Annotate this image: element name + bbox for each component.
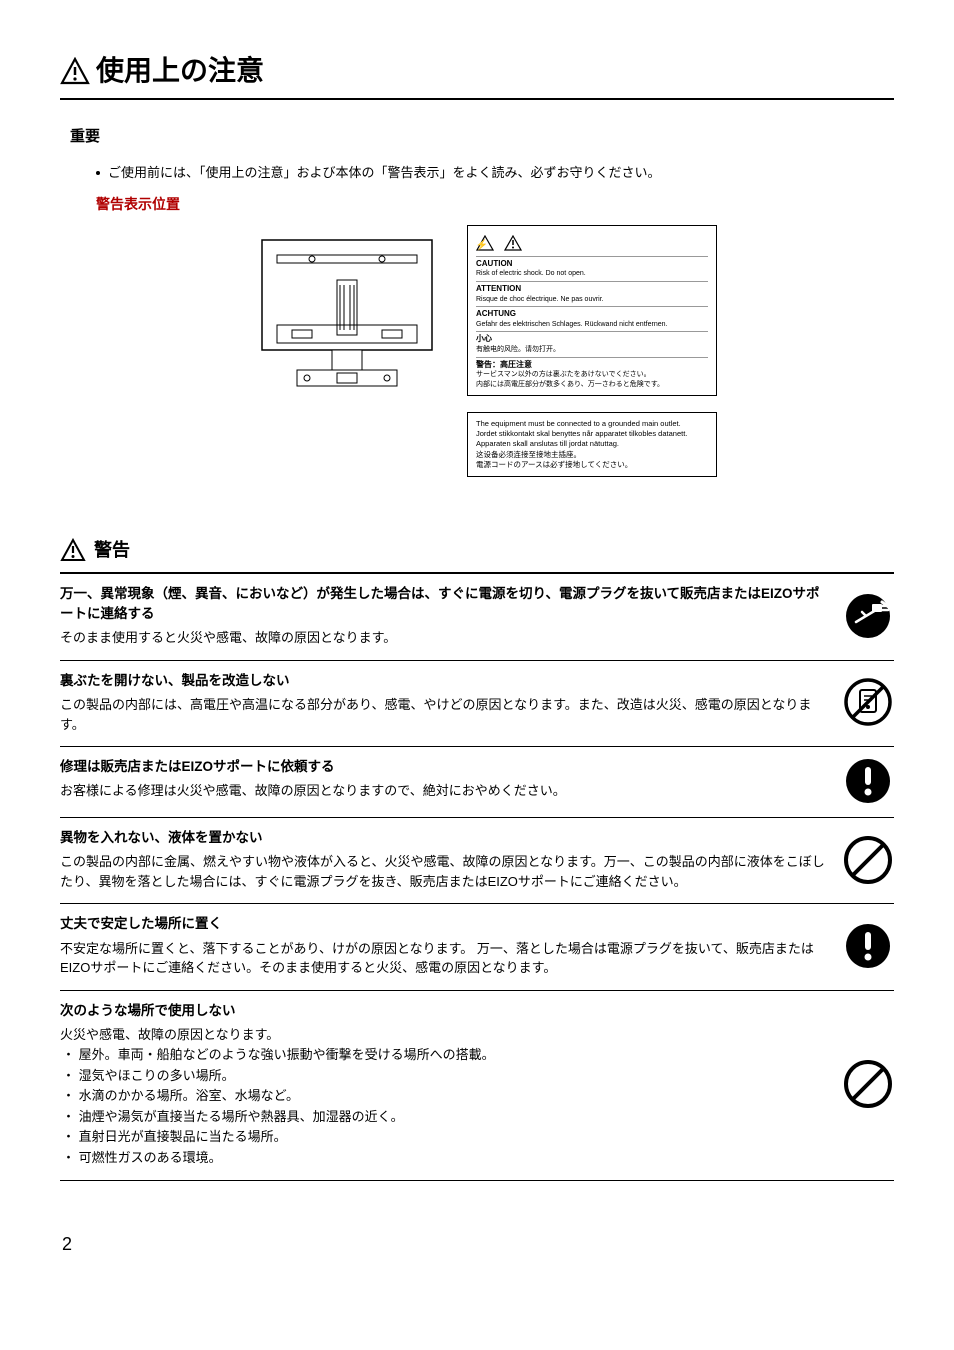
warning-bullet: ・ 湿気やほこりの多い場所。 xyxy=(62,1066,828,1086)
warning-triangle-icon xyxy=(60,57,90,85)
caution-ja-sub2: 内部には高電圧部分が数多くあり、万一さわると危険です。 xyxy=(476,380,708,389)
warning-bullet: ・ 可燃性ガスのある環境。 xyxy=(62,1148,828,1168)
warning-item-title: 丈夫で安定した場所に置く xyxy=(60,914,828,934)
warning-sub-bullets: ・ 屋外。車両・船舶などのような強い振動や衝撃を受ける場所への搭載。・ 湿気やほ… xyxy=(60,1045,828,1167)
prohibit-icon xyxy=(842,828,894,891)
warning-text: 丈夫で安定した場所に置く不安定な場所に置くと、落下することがあり、けがの原因とな… xyxy=(60,914,828,977)
page-title-text: 使用上の注意 xyxy=(96,50,264,92)
mandatory-icon xyxy=(842,757,894,805)
caution-ja-sub1: サービスマン以外の方は裏ぶたをあけないでください。 xyxy=(476,370,708,379)
warning-item-title: 万一、異常現象（煙、異音、においなど）が発生した場合は、すぐに電源を切り、電源プ… xyxy=(60,584,828,625)
mandatory-icon xyxy=(842,914,894,977)
warning-item-body: 火災や感電、故障の原因となります。 xyxy=(60,1025,828,1045)
warning-item-body: この製品の内部には、高電圧や高温になる部分があり、感電、やけどの原因となります。… xyxy=(60,695,828,734)
warning-item-body: 不安定な場所に置くと、落下することがあり、けがの原因となります。 万一、落とした… xyxy=(60,939,828,978)
warning-item-body: この製品の内部に金属、燃えやすい物や液体が入ると、火災や感電、故障の原因となりま… xyxy=(60,852,828,891)
warning-text: 修理は販売店またはEIZOサポートに依頼するお客様による修理は火災や感電、故障の… xyxy=(60,757,828,805)
caution-icons-row: ⚡ xyxy=(476,232,708,254)
warning-bullet: ・ 屋外。車両・船舶などのような強い振動や衝撃を受ける場所への搭載。 xyxy=(62,1045,828,1065)
monitor-rear-illustration xyxy=(247,225,447,405)
important-section: 重要 ご使用前には、「使用上の注意」および本体の「警告表示」をよく読み、必ずお守… xyxy=(60,126,894,477)
warning-text: 裏ぶたを開けない、製品を改造しないこの製品の内部には、高電圧や高温になる部分があ… xyxy=(60,671,828,734)
pre-read-instruction: ご使用前には、「使用上の注意」および本体の「警告表示」をよく読み、必ずお守りくだ… xyxy=(70,163,894,183)
ground-l1: The equipment must be connected to a gro… xyxy=(476,419,708,429)
ground-l4: 这设备必须连接至接地主插座。 xyxy=(476,450,708,460)
warning-item-body: そのまま使用すると火災や感電、故障の原因となります。 xyxy=(60,628,828,648)
warning-item: 修理は販売店またはEIZOサポートに依頼するお客様による修理は火災や感電、故障の… xyxy=(60,747,894,818)
important-heading: 重要 xyxy=(70,126,894,149)
caution-zh-sub: 有触电的风险。请勿打开。 xyxy=(476,345,708,354)
warning-list: 万一、異常現象（煙、異音、においなど）が発生した場合は、すぐに電源を切り、電源プ… xyxy=(60,574,894,1182)
warning-text: 万一、異常現象（煙、異音、においなど）が発生した場合は、すぐに電源を切り、電源プ… xyxy=(60,584,828,648)
diagram-row: ⚡ CAUTION Risk of electric shock. Do not… xyxy=(70,225,894,477)
caution-en-sub: Risk of electric shock. Do not open. xyxy=(476,269,708,278)
warning-item: 丈夫で安定した場所に置く不安定な場所に置くと、落下することがあり、けがの原因とな… xyxy=(60,904,894,990)
ground-l3: Apparaten skall anslutas till jordat nät… xyxy=(476,439,708,449)
warning-text: 次のような場所で使用しない火災や感電、故障の原因となります。・ 屋外。車両・船舶… xyxy=(60,1001,828,1169)
caution-de-sub: Gefahr des elektrischen Schlages. Rückwa… xyxy=(476,320,708,329)
warning-bullet: ・ 油煙や湯気が直接当たる場所や熱器具、加湿器の近く。 xyxy=(62,1107,828,1127)
caution-zh: 小心 xyxy=(476,334,708,345)
warning-item: 万一、異常現象（煙、異音、においなど）が発生した場合は、すぐに電源を切り、電源プ… xyxy=(60,574,894,661)
warning-item-title: 裏ぶたを開けない、製品を改造しない xyxy=(60,671,828,691)
warning-item: 裏ぶたを開けない、製品を改造しないこの製品の内部には、高電圧や高温になる部分があ… xyxy=(60,661,894,747)
caution-en: CAUTION xyxy=(476,259,708,270)
warning-item: 異物を入れない、液体を置かないこの製品の内部に金属、燃えやすい物や液体が入ると、… xyxy=(60,818,894,904)
bullet-icon xyxy=(96,171,100,175)
warning-bullet: ・ 水滴のかかる場所。浴室、水場など。 xyxy=(62,1086,828,1106)
caution-label-box: ⚡ CAUTION Risk of electric shock. Do not… xyxy=(467,225,717,396)
caution-ja: 警告：高圧注意 xyxy=(476,360,708,371)
page-number: 2 xyxy=(60,1231,894,1258)
ground-l5: 電源コードのアースは必ず接地してください。 xyxy=(476,460,708,470)
plug-icon xyxy=(842,584,894,648)
prohibit-icon xyxy=(842,1001,894,1169)
svg-text:⚡: ⚡ xyxy=(476,238,494,251)
no-disassemble-icon xyxy=(842,671,894,734)
warning-section-heading: 警告 xyxy=(60,537,894,564)
warning-item-body: お客様による修理は火災や感電、故障の原因となりますので、絶対におやめください。 xyxy=(60,781,828,801)
warning-item-title: 異物を入れない、液体を置かない xyxy=(60,828,828,848)
warning-heading-text: 警告 xyxy=(94,537,130,564)
page-title: 使用上の注意 xyxy=(60,50,894,100)
warning-item-title: 修理は販売店またはEIZOサポートに依頼する xyxy=(60,757,828,777)
caution-fr: ATTENTION xyxy=(476,284,708,295)
ground-l2: Jordet stikkontakt skal benyttes når app… xyxy=(476,429,708,439)
warning-position-label: 警告表示位置 xyxy=(70,194,894,215)
warning-text: 異物を入れない、液体を置かないこの製品の内部に金属、燃えやすい物や液体が入ると、… xyxy=(60,828,828,891)
pre-read-text: ご使用前には、「使用上の注意」および本体の「警告表示」をよく読み、必ずお守りくだ… xyxy=(108,165,661,180)
caution-de: ACHTUNG xyxy=(476,309,708,320)
ground-label-box: The equipment must be connected to a gro… xyxy=(467,412,717,477)
warning-triangle-outline-icon xyxy=(60,538,86,562)
label-boxes-column: ⚡ CAUTION Risk of electric shock. Do not… xyxy=(467,225,717,477)
warning-bullet: ・ 直射日光が直接製品に当たる場所。 xyxy=(62,1127,828,1147)
warning-item: 次のような場所で使用しない火災や感電、故障の原因となります。・ 屋外。車両・船舶… xyxy=(60,991,894,1182)
warning-item-title: 次のような場所で使用しない xyxy=(60,1001,828,1021)
caution-fr-sub: Risque de choc électrique. Ne pas ouvrir… xyxy=(476,295,708,304)
